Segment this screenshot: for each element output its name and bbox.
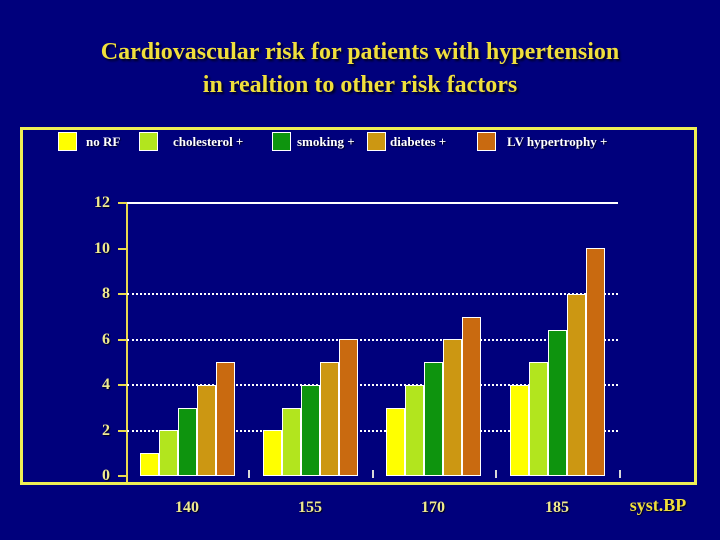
legend-label-no-rf: no RF <box>86 133 121 149</box>
title-line-2: in realtion to other risk factors <box>202 72 518 98</box>
x-axis-title: syst.BP <box>629 495 687 515</box>
legend-item-no-rf: no RF <box>58 132 120 151</box>
legend-item-lv-hypertrophy: LV hypertrophy + <box>477 132 607 151</box>
x-axis-label-185: 185 <box>545 499 569 516</box>
legend-item-smoking: smoking + <box>272 132 355 151</box>
legend-item-diabetes: diabetes + <box>367 132 446 151</box>
legend-swatch-lv-hypertrophy <box>477 132 496 151</box>
legend-swatch-diabetes <box>367 132 386 151</box>
title-line-1: Cardiovascular risk for patients with hy… <box>100 39 620 65</box>
chart-frame <box>20 127 697 485</box>
legend-item-cholesterol: cholesterol + <box>139 132 243 151</box>
legend-swatch-cholesterol <box>139 132 158 151</box>
legend-label-diabetes: diabetes + <box>390 133 447 149</box>
legend-label-cholesterol: cholesterol + <box>173 133 244 149</box>
x-axis-label-140: 140 <box>175 499 199 516</box>
legend-label-lv-hypertrophy: LV hypertrophy + <box>507 133 608 149</box>
legend-swatch-no-rf <box>58 132 77 151</box>
legend-label-smoking: smoking + <box>297 133 355 149</box>
slide-title: Cardiovascular risk for patients with hy… <box>0 36 720 102</box>
x-axis-label-170: 170 <box>421 499 445 516</box>
legend-swatch-smoking <box>272 132 291 151</box>
x-axis-label-155: 155 <box>298 499 322 516</box>
